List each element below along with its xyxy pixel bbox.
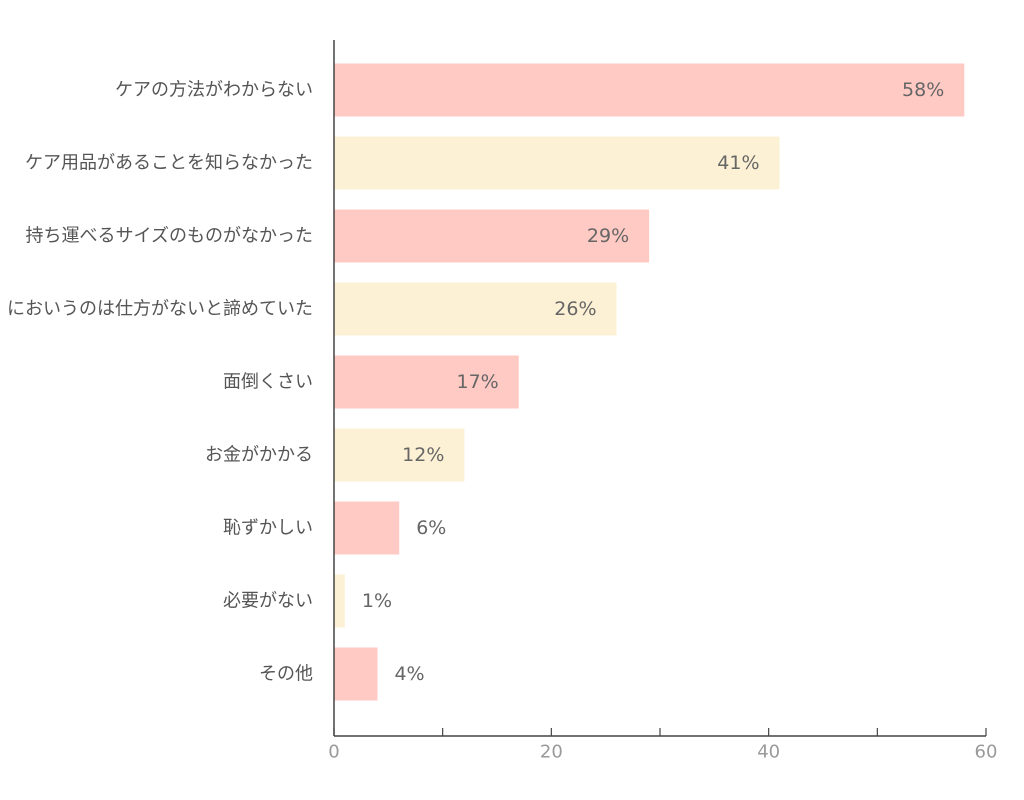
category-label: 面倒くさい <box>223 372 313 393</box>
x-tick-label: 20 <box>540 742 563 763</box>
value-label: 29% <box>587 225 629 247</box>
value-label: 4% <box>394 663 424 685</box>
bar <box>334 355 519 409</box>
value-labels-layer: 58% 41% 29% 26% 17% 12% 6% 1% 4% <box>362 79 944 685</box>
bar <box>334 647 378 701</box>
bar <box>334 501 400 555</box>
value-label: 41% <box>717 152 759 174</box>
bar <box>334 428 465 482</box>
bar <box>334 574 345 628</box>
category-label: その他 <box>259 664 313 685</box>
category-labels-layer: ケアの方法がわからないケア用品があることを知らなかった持ち運べるサイズのものがな… <box>7 80 313 685</box>
category-label: においうのは仕方がないと諦めていた <box>7 299 313 320</box>
category-label: 恥ずかしい <box>223 518 313 539</box>
bars-layer <box>334 63 965 701</box>
category-label: 持ち運べるサイズのものがなかった <box>26 226 313 247</box>
category-label: ケアの方法がわからない <box>115 80 313 101</box>
bar <box>334 63 965 117</box>
x-tick-label: 40 <box>757 742 780 763</box>
ticks-layer: 0 20 40 60 <box>328 728 997 763</box>
value-label: 17% <box>456 371 498 393</box>
category-label: ケア用品があることを知らなかった <box>25 153 313 174</box>
category-label: 必要がない <box>223 591 313 612</box>
bar <box>334 209 650 263</box>
x-tick-label: 0 <box>328 742 339 763</box>
category-label: お金がかかる <box>205 445 313 466</box>
bar <box>334 136 780 190</box>
value-label: 12% <box>402 444 444 466</box>
value-label: 6% <box>416 517 446 539</box>
bar <box>334 282 617 336</box>
value-label: 1% <box>362 590 392 612</box>
x-tick-label: 60 <box>975 742 998 763</box>
value-label: 26% <box>554 298 596 320</box>
value-label: 58% <box>902 79 944 101</box>
